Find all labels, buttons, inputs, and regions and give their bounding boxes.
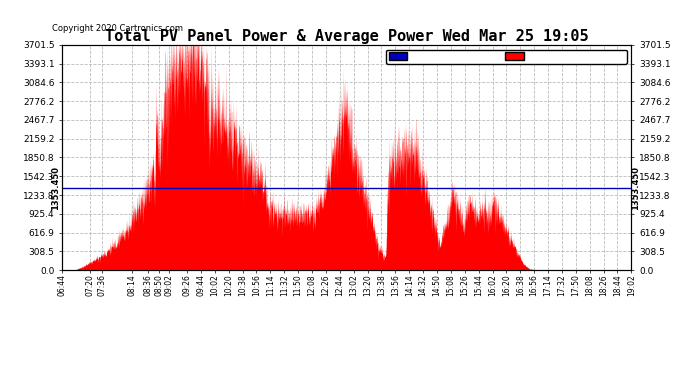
Title: Total PV Panel Power & Average Power Wed Mar 25 19:05: Total PV Panel Power & Average Power Wed… xyxy=(105,29,589,44)
Text: Copyright 2020 Cartronics.com: Copyright 2020 Cartronics.com xyxy=(52,24,183,33)
Text: 1353.450: 1353.450 xyxy=(631,166,640,210)
Legend: Average  (DC Watts), PV Panels  (DC Watts): Average (DC Watts), PV Panels (DC Watts) xyxy=(386,50,627,64)
Text: 1353.450: 1353.450 xyxy=(51,166,60,210)
